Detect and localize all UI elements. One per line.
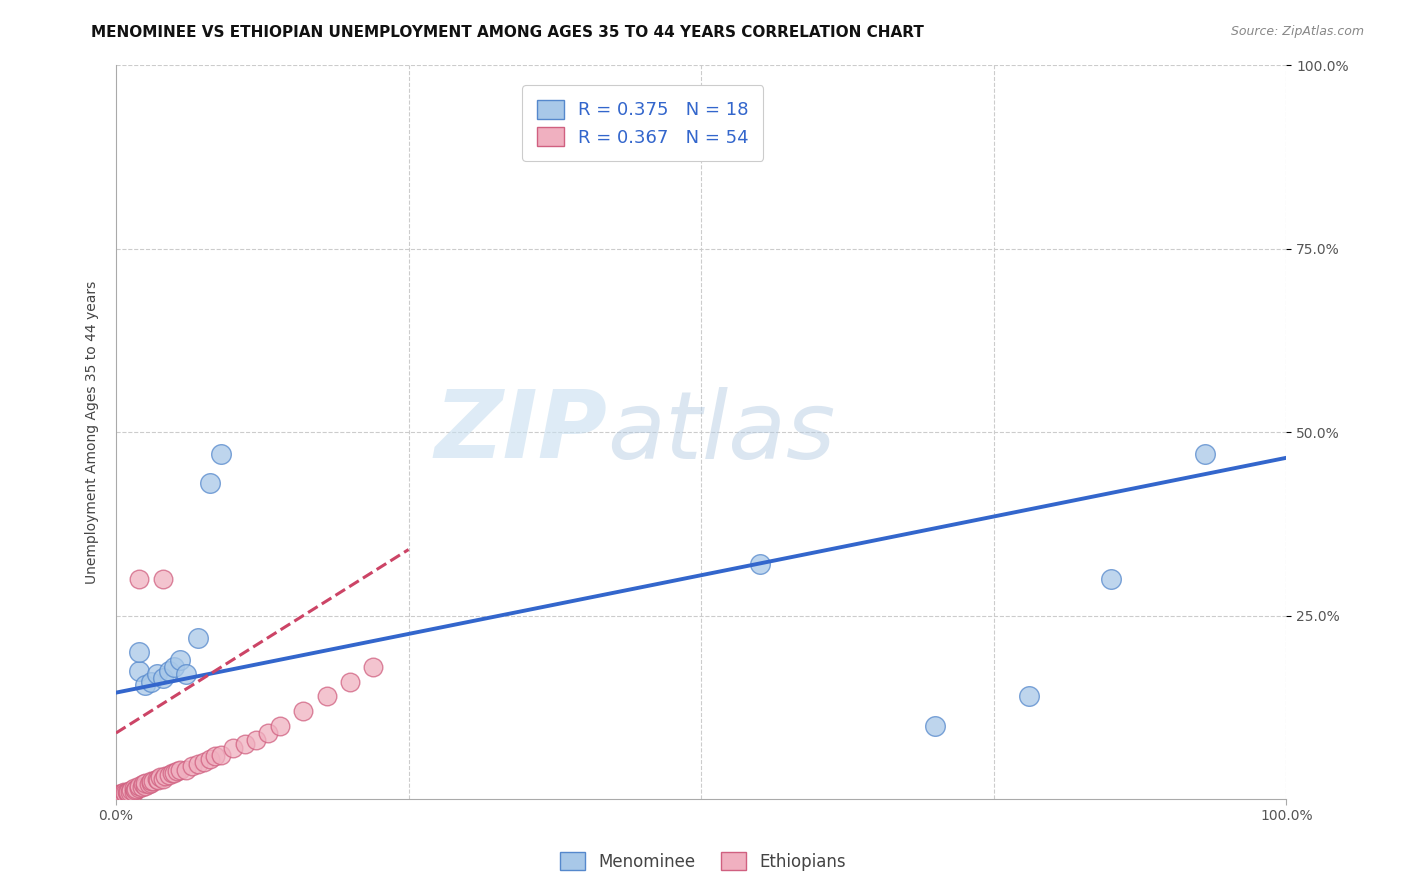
Point xyxy=(157,664,180,678)
Point xyxy=(269,719,291,733)
Point xyxy=(193,756,215,770)
Point xyxy=(122,785,145,799)
Point xyxy=(128,780,150,795)
Text: atlas: atlas xyxy=(607,386,835,477)
Point xyxy=(128,572,150,586)
Point xyxy=(115,785,138,799)
Point xyxy=(139,773,162,788)
Point xyxy=(292,704,315,718)
Point xyxy=(257,726,280,740)
Point xyxy=(198,752,221,766)
Point xyxy=(149,770,172,784)
Point xyxy=(222,740,245,755)
Point xyxy=(181,759,204,773)
Point xyxy=(125,781,148,796)
Point xyxy=(131,780,153,795)
Point xyxy=(166,764,188,779)
Text: MENOMINEE VS ETHIOPIAN UNEMPLOYMENT AMONG AGES 35 TO 44 YEARS CORRELATION CHART: MENOMINEE VS ETHIOPIAN UNEMPLOYMENT AMON… xyxy=(91,25,924,40)
Point xyxy=(169,763,191,777)
Point xyxy=(209,447,232,461)
Point xyxy=(117,786,139,800)
Point xyxy=(111,787,134,801)
Y-axis label: Unemployment Among Ages 35 to 44 years: Unemployment Among Ages 35 to 44 years xyxy=(86,280,100,583)
Point xyxy=(117,785,139,799)
Point xyxy=(110,788,132,802)
Point xyxy=(152,772,174,786)
Point xyxy=(152,572,174,586)
Point xyxy=(1099,572,1122,586)
Point xyxy=(163,766,186,780)
Point xyxy=(111,786,134,800)
Point xyxy=(160,766,183,780)
Point xyxy=(245,733,267,747)
Point xyxy=(146,772,169,786)
Point xyxy=(198,476,221,491)
Point xyxy=(128,664,150,678)
Point xyxy=(134,776,156,790)
Point xyxy=(174,763,197,777)
Point xyxy=(315,690,337,704)
Text: ZIP: ZIP xyxy=(434,386,607,478)
Point xyxy=(209,747,232,762)
Point xyxy=(138,777,160,791)
Point xyxy=(174,667,197,681)
Point xyxy=(204,749,226,764)
Point xyxy=(139,776,162,790)
Point xyxy=(128,645,150,659)
Legend: Menominee, Ethiopians: Menominee, Ethiopians xyxy=(553,844,853,880)
Point xyxy=(146,772,169,787)
Point xyxy=(187,631,209,645)
Point xyxy=(1018,690,1040,704)
Point xyxy=(153,768,176,782)
Point xyxy=(107,789,129,803)
Point xyxy=(122,780,145,795)
Point xyxy=(233,737,256,751)
Point xyxy=(924,719,946,733)
Point xyxy=(748,558,770,572)
Point xyxy=(1194,447,1216,461)
Point xyxy=(187,756,209,771)
Point xyxy=(142,774,165,789)
Point xyxy=(118,785,141,799)
Point xyxy=(124,783,146,797)
Point xyxy=(339,674,361,689)
Point xyxy=(134,779,156,793)
Point xyxy=(134,678,156,692)
Point xyxy=(163,660,186,674)
Point xyxy=(169,652,191,666)
Text: Source: ZipAtlas.com: Source: ZipAtlas.com xyxy=(1230,25,1364,38)
Point xyxy=(363,660,385,674)
Point xyxy=(120,783,142,797)
Point xyxy=(157,768,180,782)
Point xyxy=(146,667,169,681)
Point xyxy=(139,674,162,689)
Point xyxy=(152,671,174,685)
Point xyxy=(114,786,136,800)
Point xyxy=(108,787,131,801)
Point xyxy=(128,779,150,793)
Point xyxy=(112,785,135,799)
Legend: R = 0.375   N = 18, R = 0.367   N = 54: R = 0.375 N = 18, R = 0.367 N = 54 xyxy=(522,85,763,161)
Point xyxy=(132,777,155,791)
